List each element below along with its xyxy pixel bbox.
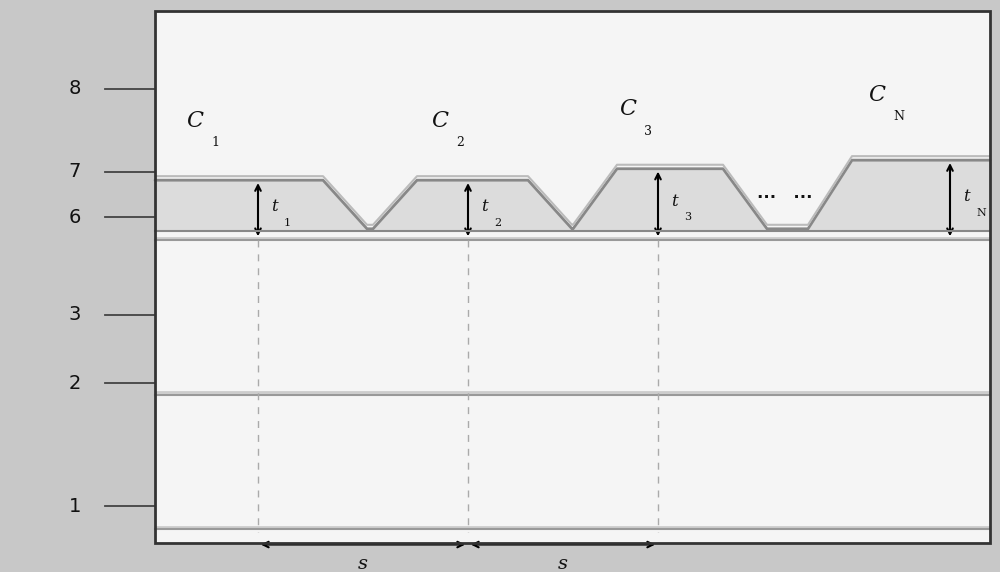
Text: 1: 1: [284, 219, 291, 228]
Text: t: t: [271, 198, 278, 215]
Bar: [0, 0, 155, 572]
Text: s: s: [558, 555, 568, 572]
Text: 1: 1: [211, 136, 219, 149]
Text: 2: 2: [69, 374, 81, 393]
Text: 1: 1: [69, 496, 81, 516]
Text: C: C: [186, 110, 204, 132]
Text: t: t: [963, 188, 970, 205]
Text: 3: 3: [644, 125, 652, 138]
Text: 3: 3: [684, 213, 691, 223]
Text: 7: 7: [69, 162, 81, 181]
Text: C: C: [620, 98, 637, 120]
Text: C: C: [868, 84, 886, 106]
Text: s: s: [358, 555, 368, 572]
Text: 2: 2: [456, 136, 464, 149]
Bar: [155, 11, 990, 543]
Bar: [155, 11, 990, 543]
Text: C: C: [432, 110, 448, 132]
Text: t: t: [671, 193, 678, 209]
Text: ...   ...: ... ...: [757, 184, 813, 202]
Text: N: N: [976, 208, 986, 218]
Text: 6: 6: [69, 208, 81, 227]
Text: 3: 3: [69, 305, 81, 324]
Text: N: N: [893, 110, 904, 124]
Text: t: t: [481, 198, 488, 215]
Text: 8: 8: [69, 79, 81, 98]
Text: 2: 2: [494, 219, 501, 228]
